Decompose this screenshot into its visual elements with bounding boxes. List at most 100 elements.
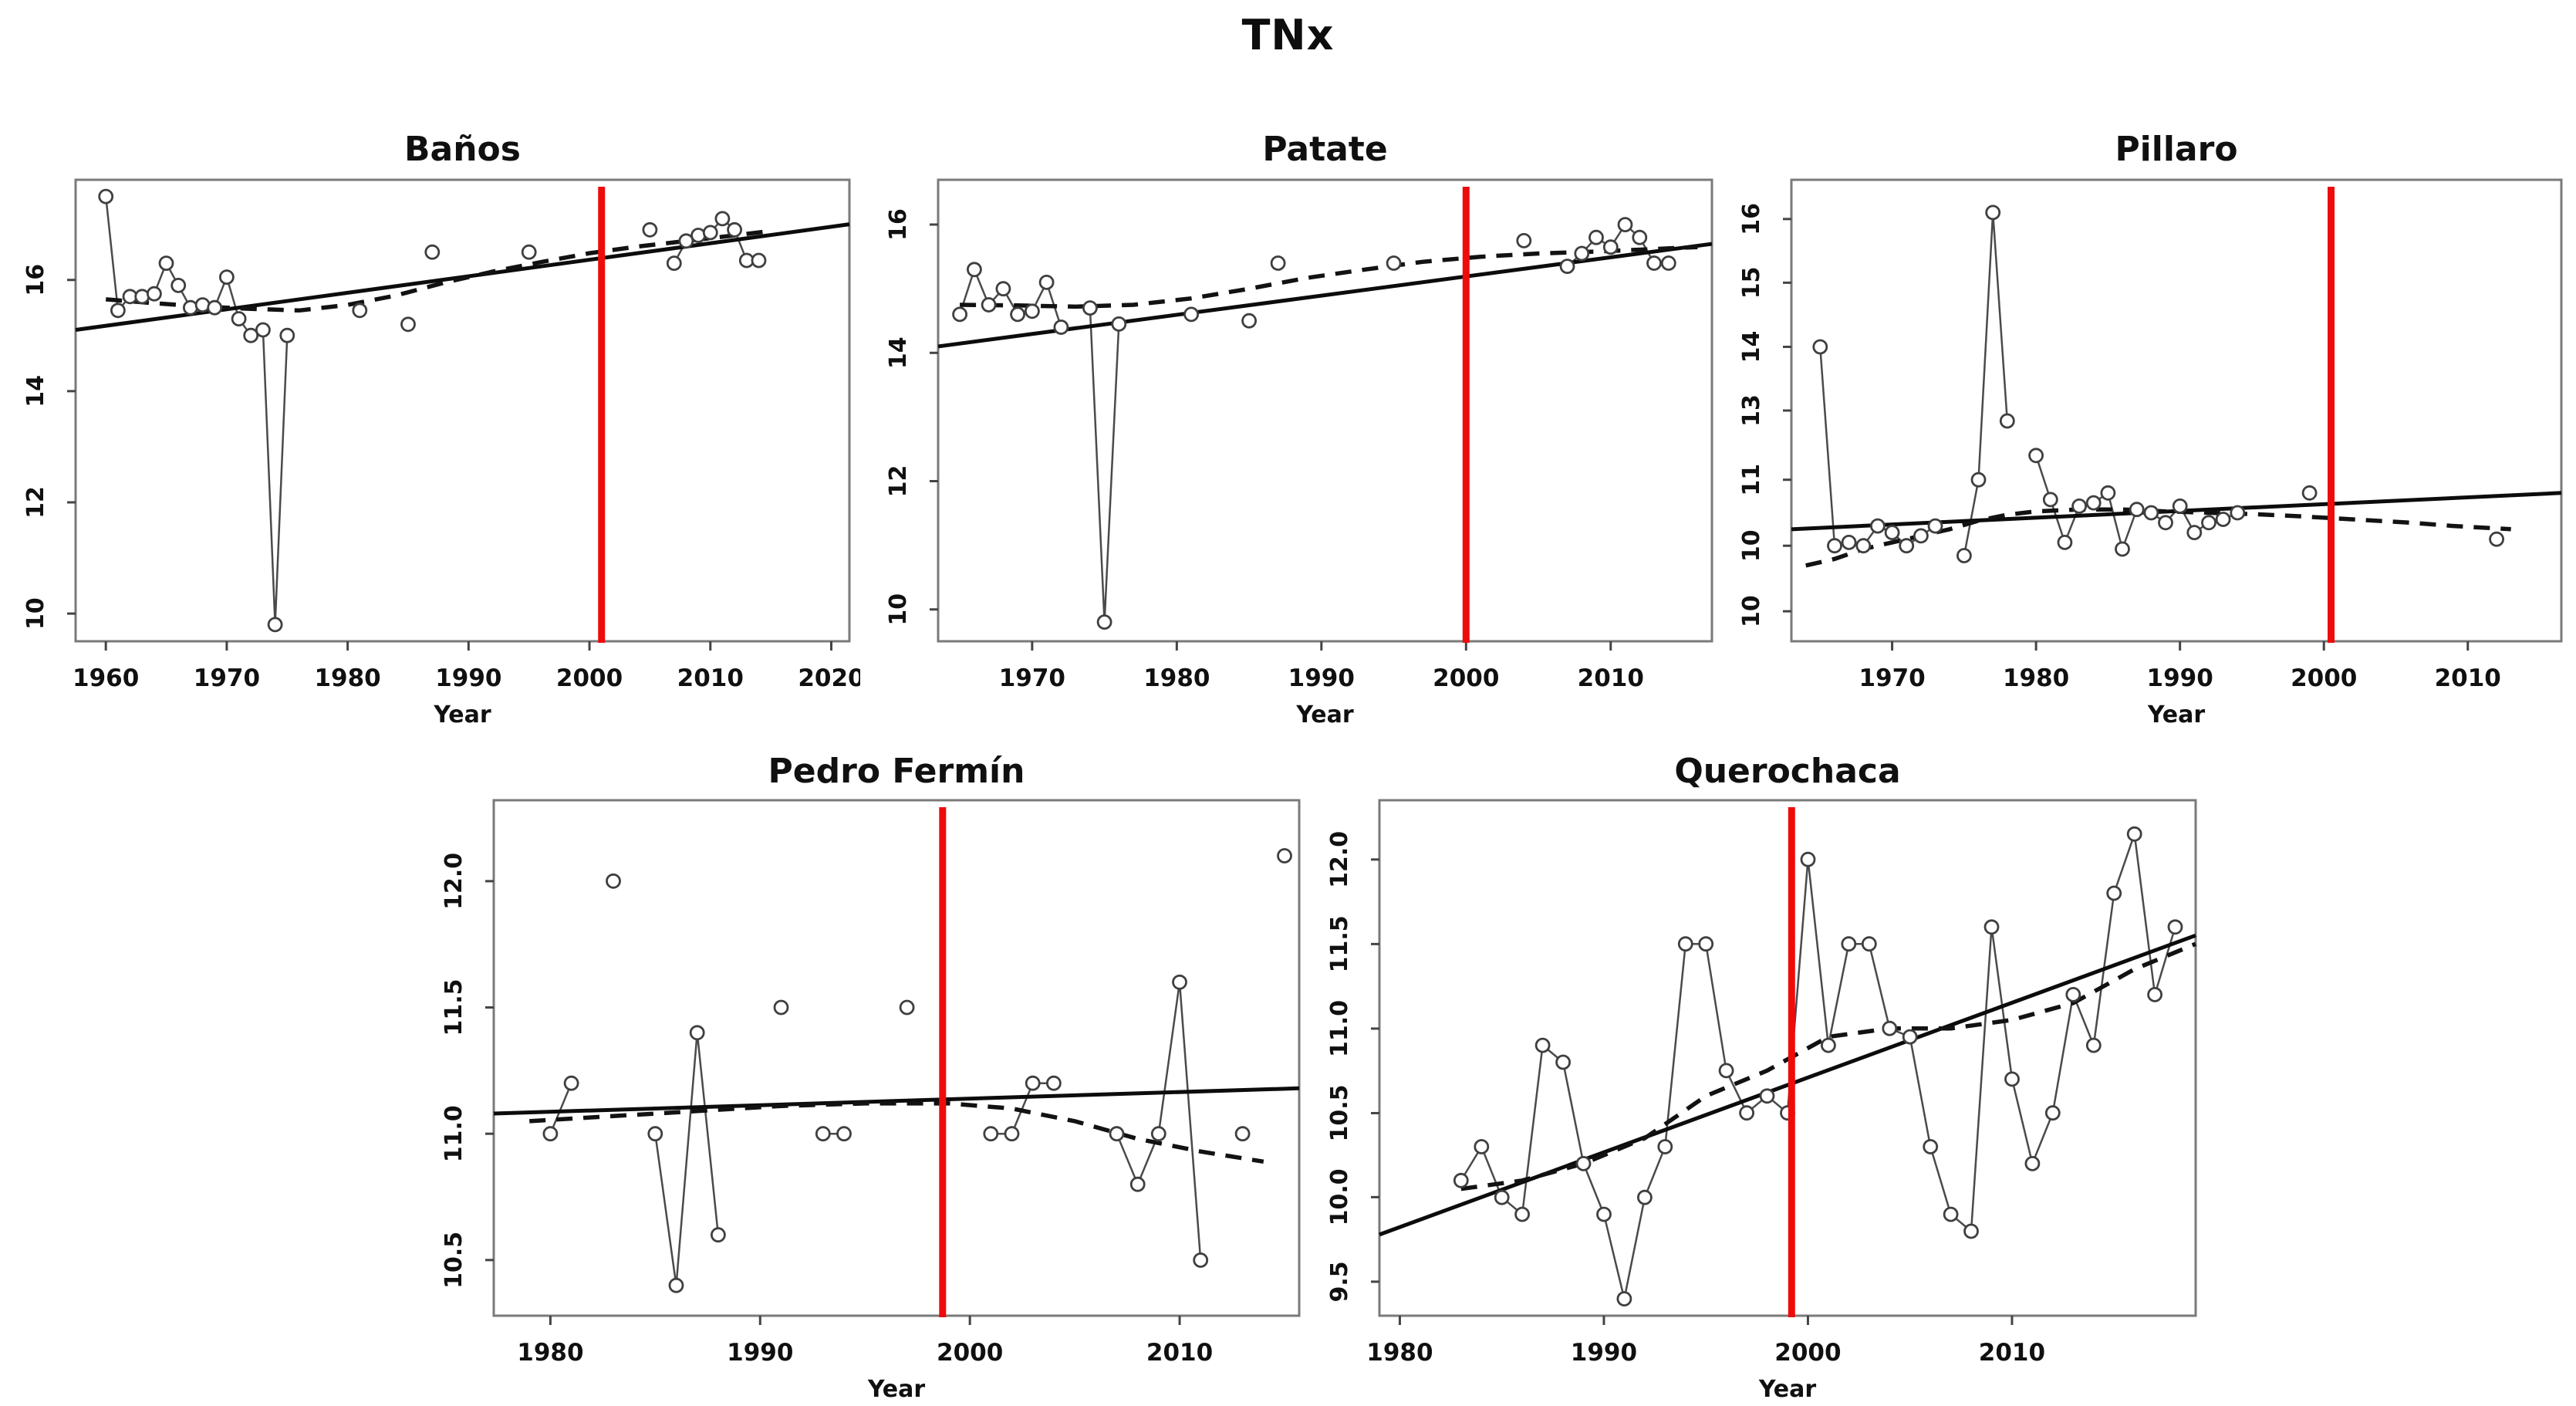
data-point <box>158 255 174 272</box>
loess-line <box>529 1101 1264 1164</box>
x-tick-label: 1990 <box>1571 1339 1637 1367</box>
x-tick-label: 1970 <box>999 664 1065 692</box>
data-point <box>207 299 223 316</box>
data-point <box>279 327 295 343</box>
panel-querochaca: Querochaca 12.0 11.5 11.0 10.5 10.0 9.5 1980 199… <box>1312 742 2206 1402</box>
loess-line <box>1460 941 2197 1191</box>
data-point <box>218 269 235 286</box>
data-point <box>1983 919 2000 935</box>
x-tick-label: 2010 <box>2435 664 2501 692</box>
data-point <box>1923 1139 1939 1154</box>
plot-box <box>74 178 851 643</box>
data-point <box>1588 229 1604 245</box>
data-point <box>1800 851 1816 867</box>
x-tick-label: 2010 <box>677 664 744 692</box>
x-tick-label: 1990 <box>435 664 501 692</box>
data-point <box>2201 515 2216 531</box>
chart-svg-banos: Baños 16 14 12 10 1960 1970 1980 1990 2000 2010 202… <box>22 130 860 728</box>
data-point <box>98 188 114 204</box>
trend-line <box>937 242 1713 349</box>
data-point <box>1841 535 1857 550</box>
data-point <box>727 221 742 238</box>
trend-line <box>493 1086 1300 1116</box>
data-point <box>2167 919 2183 935</box>
x-tick-label: 2000 <box>1774 1339 1841 1367</box>
data-point <box>194 297 211 313</box>
data-point <box>1150 1126 1166 1142</box>
data-point <box>1277 848 1292 864</box>
x-tick-label: 1980 <box>517 1339 583 1367</box>
data-point <box>2215 512 2231 527</box>
y-tick-label: 10 <box>1738 529 1765 562</box>
x-tick-label: 2000 <box>1433 664 1499 692</box>
data-point <box>1861 936 1877 952</box>
data-point <box>1821 1037 1836 1053</box>
x-tick-label: 1970 <box>1859 664 1925 692</box>
y-tick-label: 12.0 <box>441 853 468 910</box>
chart-svg-querochaca: Querochaca 12.0 11.5 11.0 10.5 10.0 9.5 1980 199… <box>1326 752 2197 1402</box>
y-tick-label: 11 <box>1738 464 1765 496</box>
y-tick-label: 9.5 <box>1326 1261 1353 1302</box>
data-point <box>1855 538 1872 554</box>
data-point <box>1193 1252 1209 1268</box>
y-tick-label: 14 <box>1738 331 1765 363</box>
panel-title: Baños <box>404 130 521 169</box>
data-point <box>1827 538 1842 554</box>
data-point <box>1985 204 2001 221</box>
x-tick-label: 1980 <box>314 664 380 692</box>
series-line <box>1116 982 1202 1261</box>
panel-banos: Baños 16 14 12 10 1960 1970 1980 1990 2000 2010 202… <box>8 68 860 728</box>
y-tick-label: 16 <box>1738 203 1765 235</box>
data-point <box>1270 255 1286 271</box>
data-point <box>146 286 162 302</box>
data-point <box>1869 518 1886 534</box>
data-point <box>2489 531 2504 547</box>
data-point <box>1559 259 1575 275</box>
data-point <box>2028 448 2044 464</box>
y-tick-label: 11.0 <box>441 1105 468 1162</box>
data-point <box>2100 485 2116 501</box>
data-point <box>751 252 767 269</box>
x-tick-label: 1960 <box>73 664 139 692</box>
y-tick-label: 11.0 <box>1326 1000 1353 1057</box>
data-point <box>1183 306 1200 323</box>
data-point <box>678 233 694 249</box>
y-tick-label: 10 <box>885 593 912 626</box>
data-point <box>1453 1172 1469 1188</box>
data-point <box>1046 1075 1062 1091</box>
plot-box <box>492 799 1301 1317</box>
data-point <box>995 281 1011 297</box>
chart-svg-pillaro: Pillaro 16 15 14 13 11 10 10 1970 1980 1990 2000 201… <box>1738 130 2563 728</box>
y-tick-label: 14 <box>22 375 49 407</box>
y-tick-label: 12 <box>885 465 912 498</box>
data-point <box>1602 239 1619 255</box>
series-line <box>654 1033 720 1286</box>
x-tick-label: 1970 <box>194 664 260 692</box>
data-point <box>702 225 718 241</box>
data-point <box>2085 495 2102 511</box>
data-point <box>966 262 982 278</box>
data-point <box>2106 885 2122 901</box>
series-line <box>549 1083 572 1134</box>
data-point <box>690 228 706 243</box>
series-line <box>1089 308 1120 623</box>
data-point <box>1129 1176 1146 1192</box>
data-point <box>2024 1156 2041 1171</box>
data-point <box>231 311 247 327</box>
data-point <box>2172 499 2188 514</box>
data-point <box>1109 1126 1125 1142</box>
data-point <box>1636 1189 1653 1205</box>
series-line <box>1963 212 2009 556</box>
data-point <box>563 1075 579 1091</box>
panel-patate: Patate 16 14 12 10 1970 1980 1990 2000 2010 Year <box>870 68 1723 728</box>
data-point <box>1759 1088 1775 1104</box>
x-axis-label: Year <box>867 1376 926 1402</box>
y-tick-label: 10 <box>1738 595 1765 627</box>
data-point <box>1616 1291 1632 1306</box>
data-point <box>1516 232 1532 248</box>
data-point <box>2143 505 2159 521</box>
data-point <box>2129 502 2145 518</box>
y-tick-label: 15 <box>1738 266 1765 299</box>
data-point <box>1111 316 1127 332</box>
data-point <box>815 1126 831 1142</box>
